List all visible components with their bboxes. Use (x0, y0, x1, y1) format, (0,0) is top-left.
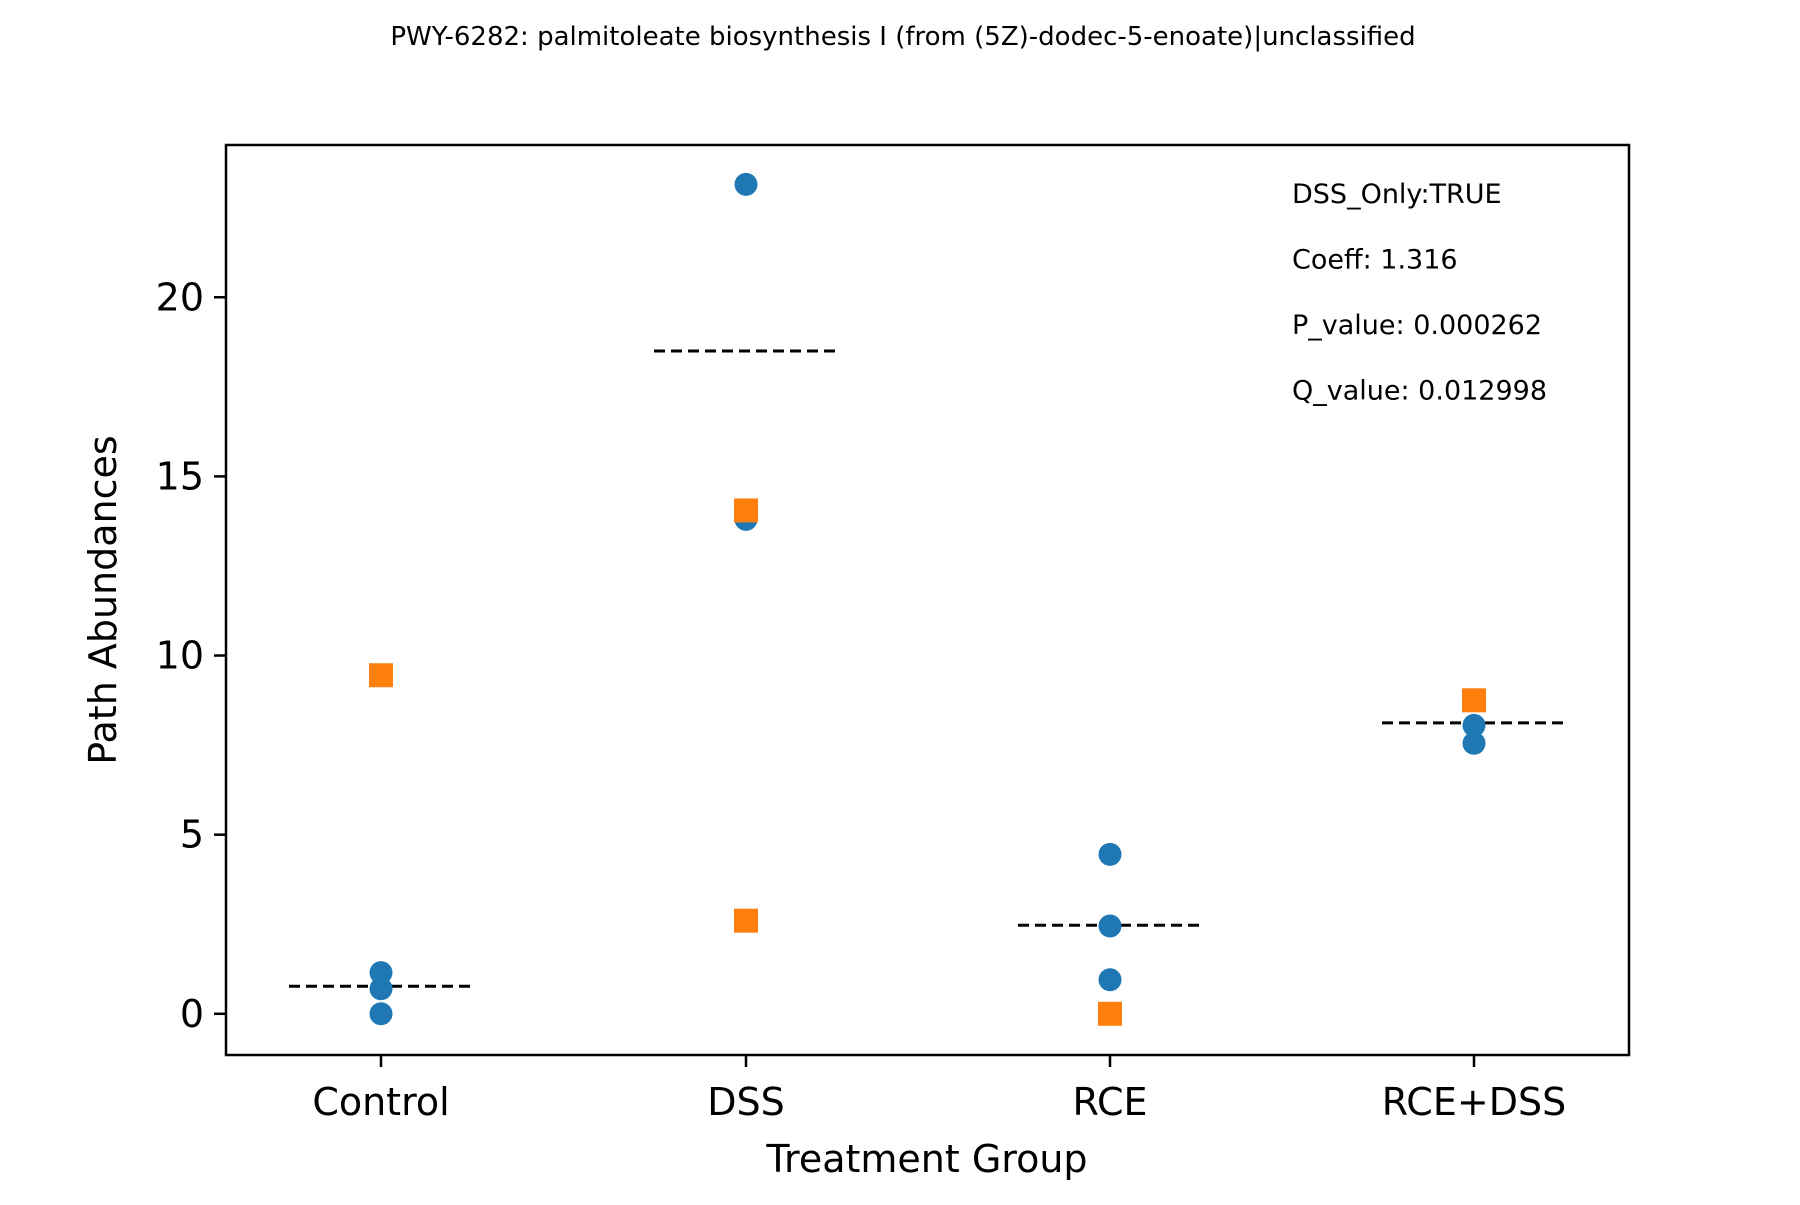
x-tick-label: DSS (707, 1080, 785, 1124)
data-point-circle (1462, 713, 1486, 737)
x-axis-label: Treatment Group (765, 1137, 1087, 1181)
y-tick-label: 0 (180, 992, 204, 1036)
x-tick-label: RCE (1072, 1080, 1147, 1124)
x-tick-label: Control (312, 1080, 449, 1124)
data-point-square (734, 908, 758, 933)
stats-annotations: DSS_Only:TRUE Coeff: 1.316 P_value: 0.0002… (1292, 179, 1547, 407)
data-point-square (1098, 1001, 1122, 1026)
annotation-line: Q_value: 0.012998 (1292, 376, 1547, 407)
data-point-circle (1098, 914, 1122, 938)
data-point-square (734, 498, 758, 523)
data-point-circle (369, 977, 393, 1001)
data-point-circle (369, 1002, 393, 1026)
group-mean-lines (289, 349, 1566, 988)
annotation-line: DSS_Only:TRUE (1292, 179, 1502, 210)
chart-title: PWY-6282: palmitoleate biosynthesis I (f… (390, 22, 1415, 52)
data-points (369, 172, 1486, 1026)
y-axis: 0 5 10 15 20 (156, 275, 226, 1036)
y-tick-label: 15 (156, 454, 204, 498)
y-tick-label: 10 (156, 634, 204, 678)
data-point-circle (1098, 842, 1122, 866)
y-tick-label: 20 (156, 275, 204, 319)
data-point-circle (1098, 968, 1122, 992)
data-point-circle (1462, 731, 1486, 755)
x-axis: Control DSS RCE RCE+DSS (312, 1055, 1566, 1124)
data-point-square (1462, 688, 1486, 713)
x-tick-label: RCE+DSS (1382, 1080, 1566, 1124)
y-axis-label: Path Abundances (81, 435, 125, 764)
data-point-circle (734, 172, 758, 196)
y-tick-label: 5 (180, 813, 204, 857)
annotation-line: P_value: 0.000262 (1292, 310, 1542, 341)
plot-frame (224, 143, 1631, 1057)
data-point-circle (369, 961, 393, 985)
annotation-line: Coeff: 1.316 (1292, 245, 1458, 276)
data-point-square (369, 663, 393, 688)
